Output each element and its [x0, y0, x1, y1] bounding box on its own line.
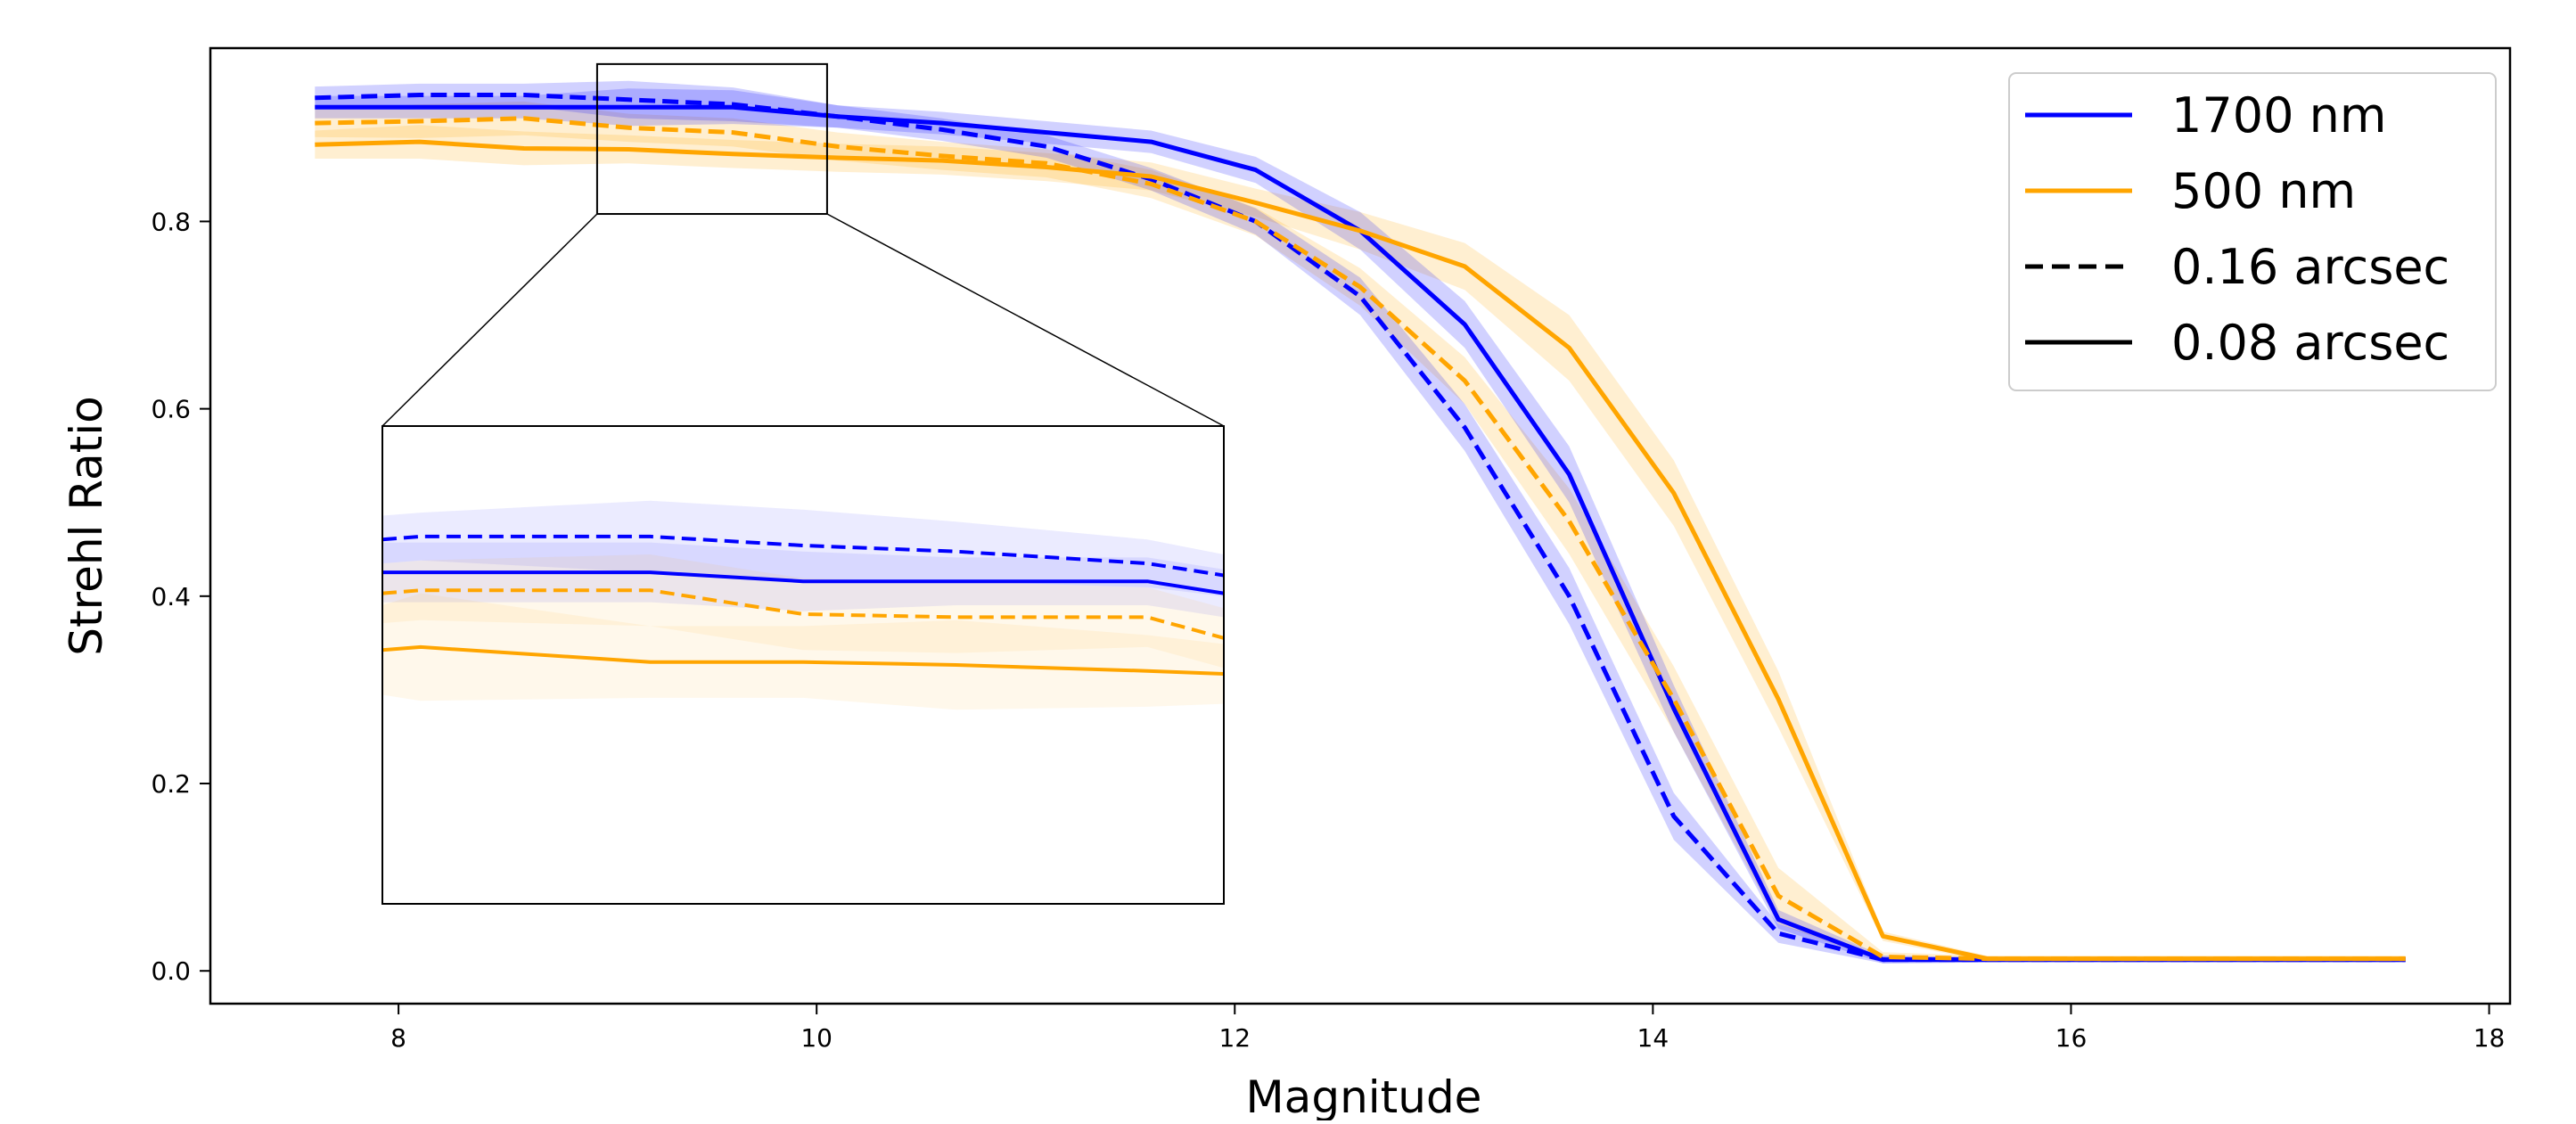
inset-confidence-band [382, 500, 1224, 596]
x-tick-label: 14 [1637, 1023, 1669, 1053]
y-tick-label: 0.8 [151, 207, 191, 236]
legend-label-1700nm: 1700 nm [2171, 87, 2386, 144]
axes-frame [209, 46, 2512, 1005]
x-tick-label: 12 [1218, 1023, 1251, 1053]
legend-label-016-arcsec: 0.16 arcsec [2171, 239, 2449, 295]
x-tick-label: 18 [2473, 1023, 2506, 1053]
y-axis-title: Strehl Ratio [61, 396, 112, 655]
x-tick-label: 10 [800, 1023, 833, 1053]
zoom-region-box [595, 62, 828, 216]
y-tick-label: 0.4 [151, 582, 191, 611]
zoom-connector-left [381, 213, 598, 427]
y-tick-label: 0.6 [151, 395, 191, 424]
legend-label-008-arcsec: 0.08 arcsec [2171, 315, 2449, 371]
y-tick-label: 0.2 [151, 769, 191, 799]
legend: 1700 nm 500 nm 0.16 arcsec 0.08 arcsec [2008, 72, 2497, 391]
zoom-connector-right [826, 213, 1225, 427]
series-line [315, 116, 2406, 962]
confidence-band [315, 101, 2406, 962]
y-tick-label: 0.0 [151, 956, 191, 986]
inset-plot [382, 500, 1224, 710]
inset-frame [381, 425, 1225, 905]
inset-series-line [382, 644, 1224, 676]
legend-box [2008, 72, 2497, 391]
inset-background [382, 426, 1224, 904]
zoom-indicator [381, 62, 1225, 427]
legend-label-500nm: 500 nm [2171, 163, 2356, 219]
inset-confidence-band [382, 554, 1224, 669]
inset-confidence-band [382, 593, 1224, 710]
x-tick-label: 8 [390, 1023, 406, 1053]
axis-ticks: 8 10 12 14 16 18 0.0 0.2 0.4 0.6 0.8 [151, 207, 2505, 1053]
plot-area [315, 80, 2406, 964]
x-axis-title: Magnitude [1246, 1071, 1482, 1120]
x-tick-label: 16 [2055, 1023, 2088, 1053]
inset-series-line [382, 570, 1224, 595]
